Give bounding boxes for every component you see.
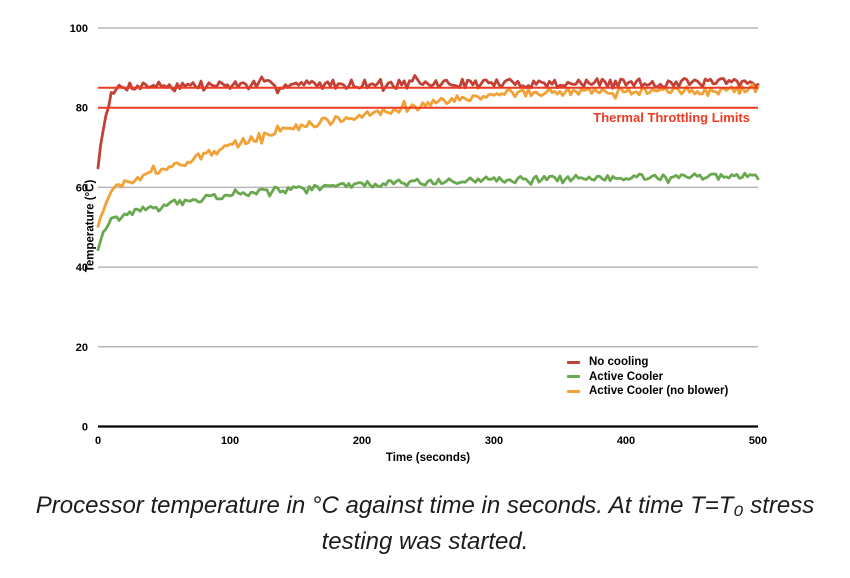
svg-text:60: 60: [76, 182, 88, 194]
figure-caption: Processor temperature in °C against time…: [0, 488, 850, 560]
svg-text:400: 400: [617, 435, 635, 447]
svg-text:80: 80: [76, 103, 88, 115]
svg-text:0: 0: [95, 435, 101, 447]
active-cooler-dash-icon: [567, 375, 580, 379]
legend-label: Active Cooler (no blower): [589, 385, 729, 398]
active-cooler-no-blower-dash-icon: [567, 389, 580, 393]
legend-item-active-cooler-no-blower: Active Cooler (no blower): [567, 384, 728, 399]
svg-text:20: 20: [76, 342, 88, 354]
legend-item-no-cooling: No cooling: [567, 355, 728, 370]
caption-line-1: Processor temperature in °C against time…: [35, 492, 815, 519]
no-cooling-dash-icon: [567, 360, 580, 364]
chart-canvas: 0 20 40 60 80 100 0 100 200 300 400 500: [70, 23, 768, 447]
svg-text:0: 0: [82, 422, 88, 434]
svg-text:200: 200: [353, 435, 371, 447]
thermal-throttling-limits-label: Thermal Throttling Limits: [593, 110, 750, 125]
svg-text:300: 300: [485, 435, 503, 447]
legend-item-active-cooler: Active Cooler: [567, 370, 728, 385]
svg-text:500: 500: [749, 435, 767, 447]
svg-text:100: 100: [221, 435, 239, 447]
svg-text:40: 40: [76, 262, 88, 274]
x-axis-title: Time (seconds): [385, 452, 471, 464]
svg-text:100: 100: [70, 23, 88, 35]
caption-line-2: testing was started.: [321, 528, 529, 555]
legend-label: Active Cooler: [589, 370, 664, 383]
legend-label: No cooling: [589, 356, 649, 369]
legend: No cooling Active Cooler Active Cooler (…: [567, 355, 728, 399]
